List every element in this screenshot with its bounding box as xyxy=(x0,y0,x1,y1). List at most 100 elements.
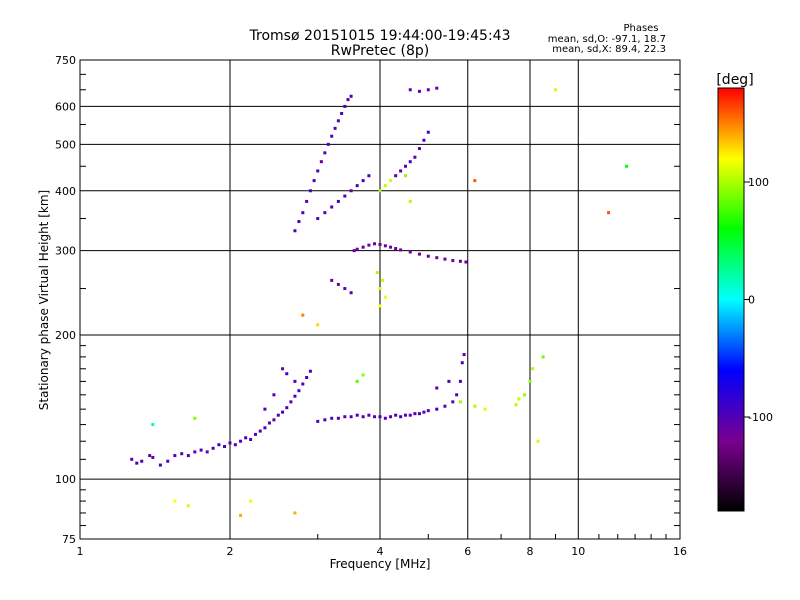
data-point xyxy=(413,155,417,159)
data-point xyxy=(343,415,347,419)
data-point xyxy=(316,169,320,173)
data-point xyxy=(399,248,403,252)
data-point xyxy=(308,189,312,193)
data-point xyxy=(435,86,439,90)
data-point xyxy=(422,138,426,142)
data-point xyxy=(166,459,170,463)
data-point xyxy=(323,418,327,422)
data-point xyxy=(293,379,297,383)
data-point xyxy=(607,211,611,215)
data-point xyxy=(514,403,518,407)
data-point xyxy=(399,169,403,173)
colorbar-tick-label: 100 xyxy=(748,176,769,189)
data-point xyxy=(408,250,412,254)
x-tick-label: 6 xyxy=(464,545,471,558)
x-tick-label: 8 xyxy=(527,545,534,558)
data-point xyxy=(316,323,320,327)
data-point xyxy=(417,147,421,151)
data-point xyxy=(130,457,134,461)
x-tick-label: 2 xyxy=(227,545,234,558)
data-point xyxy=(426,254,430,258)
data-point xyxy=(349,94,353,98)
data-point xyxy=(199,448,203,452)
data-point xyxy=(151,455,155,459)
data-point xyxy=(389,179,393,183)
data-point xyxy=(517,397,521,401)
grid xyxy=(80,60,680,539)
data-point xyxy=(435,386,439,390)
data-point xyxy=(394,413,398,417)
data-point xyxy=(408,413,412,417)
data-point xyxy=(367,174,371,178)
data-point xyxy=(301,382,305,386)
data-point xyxy=(180,452,184,456)
data-point xyxy=(293,511,297,515)
data-point xyxy=(336,199,340,203)
data-point xyxy=(343,194,347,198)
data-point xyxy=(349,415,353,419)
y-tick-label: 300 xyxy=(55,245,76,258)
data-point xyxy=(217,443,221,447)
data-point xyxy=(289,400,293,404)
data-point xyxy=(460,361,464,365)
data-point xyxy=(340,111,344,115)
data-point xyxy=(244,436,248,440)
data-point xyxy=(399,415,403,419)
data-point xyxy=(285,372,289,376)
x-tick-label: 4 xyxy=(377,545,384,558)
data-point xyxy=(462,353,466,357)
data-point xyxy=(435,407,439,411)
data-point xyxy=(323,151,327,155)
x-axis-label: Frequency [MHz] xyxy=(330,557,431,571)
x-tick-label: 16 xyxy=(673,545,687,558)
data-point xyxy=(281,367,285,371)
data-point xyxy=(323,211,327,215)
data-point xyxy=(186,454,190,458)
y-axis-label: Stationary phase Virtual Height [km] xyxy=(37,190,51,410)
data-point xyxy=(417,89,421,93)
data-point xyxy=(151,423,155,427)
data-point xyxy=(383,244,387,248)
data-point xyxy=(375,271,379,275)
data-point xyxy=(355,184,359,188)
data-point xyxy=(305,199,309,203)
data-point xyxy=(272,418,276,422)
data-point xyxy=(330,278,334,282)
y-tick-label: 100 xyxy=(55,473,76,486)
data-point xyxy=(426,409,430,413)
data-point xyxy=(378,304,382,308)
data-point xyxy=(483,407,487,411)
data-point xyxy=(383,416,387,420)
data-point xyxy=(343,287,347,291)
chart-title: Tromsø 20151015 19:44:00-19:45:43 xyxy=(249,28,511,44)
data-point xyxy=(293,229,297,233)
data-point xyxy=(297,389,301,393)
data-point xyxy=(403,413,407,417)
data-point xyxy=(249,499,253,503)
x-axis-ticks: 1 2 4 6 8 10 16 xyxy=(77,534,687,558)
y-tick-label: 500 xyxy=(55,138,76,151)
data-point xyxy=(272,393,276,397)
data-point xyxy=(403,164,407,168)
data-point xyxy=(267,421,271,425)
data-point xyxy=(355,413,359,417)
y-tick-label: 750 xyxy=(55,54,76,67)
data-point xyxy=(528,379,532,383)
data-point xyxy=(355,379,359,383)
phases-mean-o: mean, sd,O: -97.1, 18.7 xyxy=(548,34,666,45)
y-tick-label: 400 xyxy=(55,185,76,198)
data-point xyxy=(422,410,426,414)
x-tick-label: 10 xyxy=(571,545,585,558)
data-point xyxy=(361,245,365,249)
data-point xyxy=(408,199,412,203)
data-point xyxy=(394,247,398,251)
data-point xyxy=(381,278,385,282)
data-point xyxy=(140,459,144,463)
colorbar xyxy=(717,87,745,512)
data-point xyxy=(373,242,377,246)
data-point xyxy=(276,413,280,417)
colorbar-tick-label: -100 xyxy=(748,411,773,424)
data-point xyxy=(408,160,412,164)
data-point xyxy=(349,291,353,295)
data-point xyxy=(389,415,393,419)
